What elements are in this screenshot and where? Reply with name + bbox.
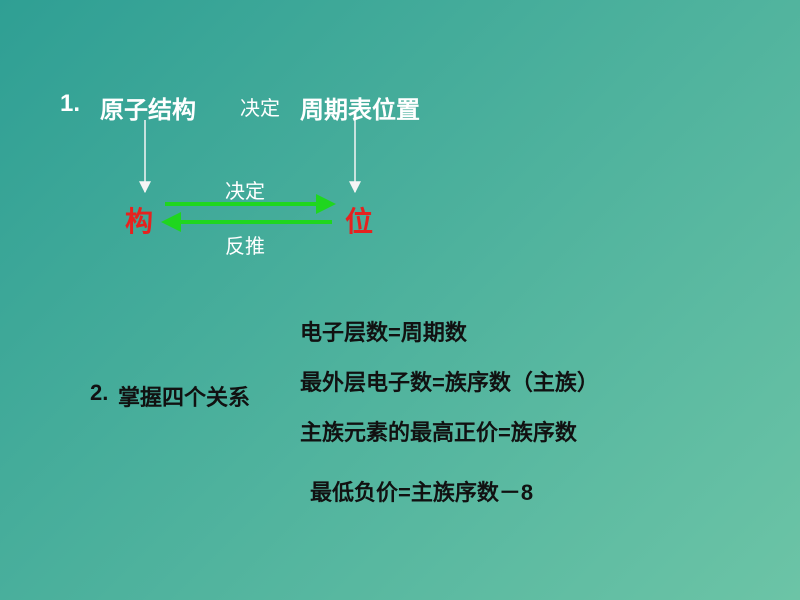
section1-mid-label-bottom: 反推	[225, 230, 265, 259]
section2-title: 掌握四个关系	[118, 380, 250, 412]
section2-rule-0: 电子层数=周期数	[300, 315, 467, 347]
section1-node-left: 构	[125, 200, 153, 240]
section2-rule-2: 主族元素的最高正价=族序数	[300, 415, 577, 447]
section2-rule-1: 最外层电子数=族序数（主族）	[300, 365, 599, 397]
section1-mid-label-top: 决定	[225, 175, 265, 204]
section1-node-right: 位	[345, 200, 373, 240]
section1-top-right: 周期表位置	[300, 90, 420, 125]
section2-number: 2.	[90, 380, 108, 406]
section1-top-middle-label: 决定	[240, 92, 280, 121]
section2-rule-3: 最低负价=主族序数－8	[310, 475, 533, 507]
section1-top-left: 原子结构	[100, 90, 196, 125]
section1-number: 1.	[60, 90, 80, 118]
